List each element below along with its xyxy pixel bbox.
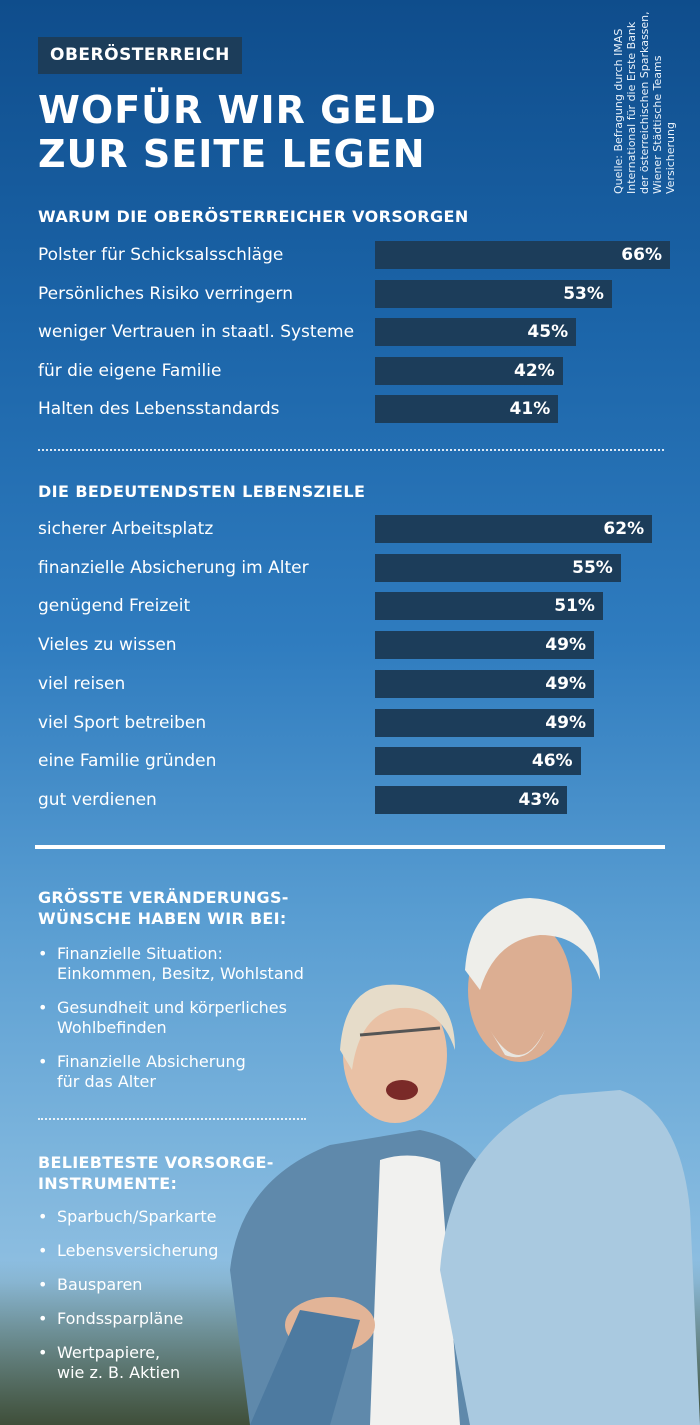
bar-value-label: 62% (603, 519, 645, 539)
bullet-dot: • (38, 1275, 48, 1294)
bar-value-label: 49% (545, 712, 586, 733)
dotted-divider (38, 449, 664, 451)
bullet-text: Finanzielle Absicherung (57, 1052, 246, 1071)
instruments-title-line: INSTRUMENTE: (38, 1174, 178, 1193)
instruments-title: BELIEBTESTE VORSORGE- INSTRUMENTE: (38, 1152, 274, 1194)
bar: 42% (375, 356, 563, 385)
bar-category-label: Vieles zu wissen (38, 635, 177, 656)
bar: 55% (375, 553, 621, 582)
bar: 66% (375, 241, 670, 269)
bar: 49% (375, 669, 594, 698)
bar: 62% (375, 515, 653, 543)
source-line: International für die Erste Bank (625, 21, 638, 194)
bullet-dot: • (38, 1241, 48, 1260)
bullet-text: Gesundheit und körperliches (57, 998, 287, 1017)
source-line: Versicherung (664, 122, 677, 194)
bullet-text: Einkommen, Besitz, Wohlstand (57, 964, 304, 983)
chart-title-lebensziele: DIE BEDEUTENDSTEN LEBENSZIELE (38, 482, 366, 501)
headline-line: ZUR SEITE LEGEN (38, 132, 426, 176)
bar-category-label: Polster für Schicksalsschläge (38, 245, 284, 265)
bar-category-label: gut verdienen (38, 789, 157, 810)
source-line: der österreichischen Sparkassen, (638, 11, 651, 194)
bar-value-label: 66% (621, 245, 662, 265)
bar-value-label: 49% (545, 635, 586, 656)
bullet-text: Lebensversicherung (57, 1241, 219, 1260)
bar: 51% (375, 592, 603, 621)
source-line: Quelle: Befragung durch IMAS (612, 28, 625, 194)
bar: 49% (375, 708, 594, 737)
chart-title-vorsorgen: WARUM DIE OBERÖSTERREICHER VORSORGEN (38, 207, 469, 226)
bar: 53% (375, 279, 612, 308)
bar-category-label: eine Familie gründen (38, 751, 217, 772)
bar-category-label: für die eigene Familie (38, 360, 222, 381)
bar-value-label: 51% (554, 596, 595, 617)
region-tag: OBERÖSTERREICH (38, 37, 242, 74)
bar-value-label: 41% (509, 399, 551, 420)
dotted-divider (38, 1118, 306, 1120)
bar-category-label: sicherer Arbeitsplatz (38, 519, 214, 539)
changes-title-line: GRÖSSTE VERÄNDERUNGS- (38, 888, 289, 907)
bullet-dot: • (38, 1309, 48, 1328)
bullet-text: Bausparen (57, 1275, 143, 1294)
bullet-text: Finanzielle Situation: (57, 944, 223, 963)
bullet-text: Wertpapiere, (57, 1343, 161, 1362)
changes-title: GRÖSSTE VERÄNDERUNGS- WÜNSCHE HABEN WIR … (38, 887, 289, 929)
bar: 45% (375, 318, 577, 347)
bar-value-label: 42% (514, 360, 555, 381)
bullet-text: Wohlbefinden (57, 1018, 167, 1037)
couple-photo (0, 898, 700, 1425)
bar-category-label: weniger Vertrauen in staatl. Systeme (38, 322, 355, 343)
bar-value-label: 45% (527, 322, 569, 343)
bullet-dot: • (38, 998, 48, 1017)
bar-value-label: 43% (518, 789, 560, 810)
headline: WOFÜR WIR GELD ZUR SEITE LEGEN (38, 88, 437, 176)
bullet-text: Fondssparpläne (57, 1309, 184, 1328)
source-line: Wiener Städtische Teams (651, 55, 664, 194)
source-note: Quelle: Befragung durch IMAS Internation… (612, 11, 677, 194)
bullet-text: Sparbuch/Sparkarte (57, 1207, 217, 1226)
bar-category-label: Halten des Lebensstandards (38, 399, 280, 420)
section-divider (35, 845, 665, 849)
bar-value-label: 49% (545, 673, 586, 694)
bar-category-label: finanzielle Absicherung im Alter (38, 557, 309, 578)
instruments-title-line: BELIEBTESTE VORSORGE- (38, 1153, 274, 1172)
bullet-dot: • (38, 1207, 48, 1226)
bar: 41% (375, 395, 559, 424)
changes-title-line: WÜNSCHE HABEN WIR BEI: (38, 909, 287, 928)
bar-category-label: genügend Freizeit (38, 596, 191, 617)
bar-value-label: 53% (563, 283, 604, 304)
bullet-dot: • (38, 944, 48, 963)
bar-value-label: 46% (531, 751, 573, 772)
bullet-dot: • (38, 1052, 48, 1071)
bar-category-label: Persönliches Risiko verringern (38, 283, 293, 304)
bullet-text: wie z. B. Aktien (57, 1363, 181, 1382)
headline-line: WOFÜR WIR GELD (38, 88, 437, 132)
bar: 49% (375, 631, 594, 660)
bar-category-label: viel reisen (38, 673, 126, 694)
bar: 46% (375, 747, 581, 776)
bar-category-label: viel Sport betreiben (38, 712, 207, 733)
bar: 43% (375, 785, 568, 814)
bullet-text: für das Alter (57, 1072, 156, 1091)
bullet-dot: • (38, 1343, 48, 1362)
bar-value-label: 55% (572, 557, 613, 578)
